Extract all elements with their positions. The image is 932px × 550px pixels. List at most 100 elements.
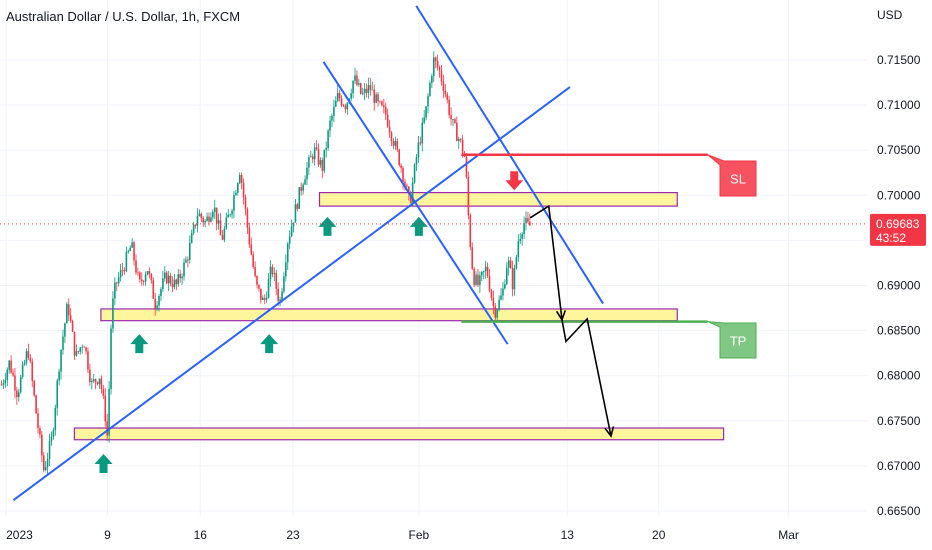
candle-body	[344, 105, 347, 110]
candle-body	[265, 297, 268, 300]
candle-body	[48, 441, 51, 459]
candle-body	[329, 120, 331, 131]
candle-body	[31, 361, 34, 381]
candle-body	[525, 218, 527, 224]
candle-body	[225, 217, 228, 229]
candle-body	[423, 117, 425, 123]
candle-body	[50, 436, 53, 442]
candle-body	[121, 270, 124, 271]
candle-body	[436, 61, 439, 68]
candle-body	[509, 260, 512, 269]
last-price-value: 0.69683	[876, 217, 920, 231]
candle-body	[421, 122, 424, 144]
candle-body	[169, 275, 172, 284]
candle-body	[302, 184, 304, 191]
candle-body	[185, 259, 187, 263]
candle-body	[354, 75, 356, 81]
candle-body	[427, 95, 429, 107]
candle-body	[384, 106, 387, 115]
candle-body	[492, 297, 495, 307]
candle-body	[271, 266, 274, 275]
candle-body	[469, 215, 472, 248]
candle-body	[135, 260, 137, 273]
candle-body	[8, 360, 10, 370]
candle-body	[342, 105, 345, 106]
candle-body	[394, 141, 397, 146]
candle-body	[69, 315, 72, 322]
candle-body	[365, 88, 368, 93]
candle-body	[390, 132, 393, 141]
candle-body	[71, 321, 74, 332]
candle-body	[235, 192, 237, 196]
candle-body	[246, 209, 249, 228]
candle-body	[396, 141, 399, 150]
candle-body	[515, 256, 518, 268]
y-tick-label: 0.71500	[877, 53, 921, 67]
candle-body	[87, 351, 89, 370]
candle-body	[100, 378, 103, 390]
candle-body	[513, 267, 516, 290]
candle-body	[350, 93, 352, 99]
candle-body	[461, 139, 464, 154]
candle-body	[181, 276, 183, 279]
candle-body	[477, 274, 479, 285]
candle-body	[221, 235, 224, 240]
candle-body	[119, 270, 122, 278]
candle-body	[359, 83, 362, 94]
candle-body	[369, 85, 372, 90]
y-tick-label: 0.69000	[877, 279, 921, 293]
candle-body	[17, 392, 20, 398]
candle-body	[150, 273, 153, 281]
candle-body	[125, 251, 128, 271]
candle-body	[110, 328, 112, 389]
candle-body	[117, 277, 120, 284]
candle-body	[448, 99, 450, 115]
candle-body	[409, 193, 412, 203]
x-tick-label: 16	[194, 528, 208, 542]
projection-arrowhead	[604, 426, 615, 438]
candle-body	[367, 85, 370, 93]
candle-body	[60, 349, 62, 372]
price-scale-background[interactable]	[868, 0, 932, 550]
up-arrow-marker	[94, 454, 113, 474]
candle-body	[500, 295, 502, 300]
candle-body	[229, 214, 231, 216]
projection-line	[529, 204, 612, 437]
y-tick-label: 0.70000	[877, 188, 921, 202]
candle-body	[210, 217, 212, 222]
candle-body	[496, 309, 498, 318]
candle-body	[375, 94, 377, 103]
candle-body	[336, 93, 339, 102]
candle-body	[388, 126, 391, 133]
candle-body	[142, 281, 145, 282]
candle-body	[338, 93, 341, 99]
candle-body	[162, 278, 164, 289]
candle-body	[192, 224, 195, 234]
projection-arrowhead	[555, 310, 567, 322]
candle-body	[64, 323, 66, 337]
candle-body	[133, 242, 135, 261]
candle-body	[358, 83, 360, 85]
candle-body	[94, 379, 97, 383]
candle-body	[12, 372, 14, 376]
level-callout	[707, 321, 757, 359]
candle-body	[377, 94, 379, 102]
candle-body	[231, 210, 233, 215]
projection-path	[529, 204, 615, 438]
candle-body	[323, 149, 326, 171]
candle-body	[21, 364, 24, 378]
candle-body	[39, 428, 41, 435]
candle-body	[523, 223, 525, 235]
candle-body	[16, 390, 18, 398]
candle-body	[160, 288, 162, 296]
candle-body	[361, 93, 364, 95]
candle-body	[300, 187, 303, 191]
candle-body	[202, 218, 205, 223]
candle-body	[319, 160, 322, 165]
candle-body	[488, 276, 491, 291]
candle-body	[311, 156, 314, 160]
candle-body	[504, 284, 506, 289]
candle-body	[196, 216, 199, 226]
candle-body	[254, 267, 256, 277]
